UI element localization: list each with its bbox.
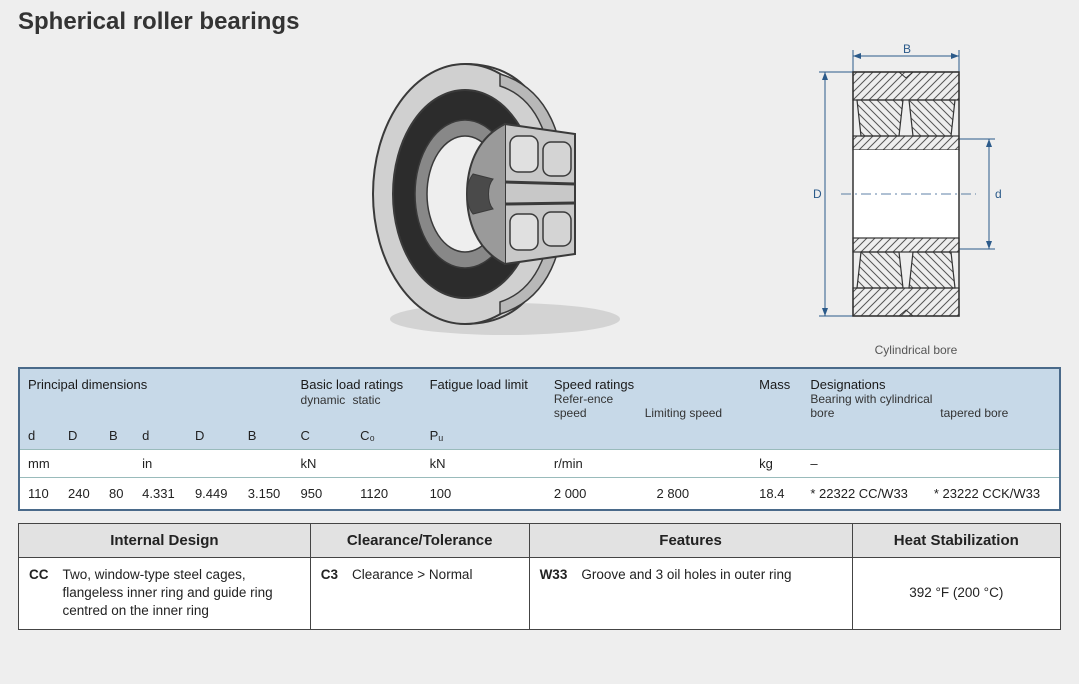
data-row: 110 240 80 4.331 9.449 3.150 950 1120 10… [19,478,1060,511]
col-B-mm: B [101,424,134,450]
cell-B-mm: 80 [101,478,134,511]
hdr-mass: Mass [751,368,802,424]
dim-d-label: d [995,187,1002,201]
col-d-mm: d [19,424,60,450]
col-D-mm: D [60,424,101,450]
hdr-fatigue: Fatigue load limit [422,368,546,424]
cell-d-in: 4.331 [134,478,187,511]
cell-mass: 18.4 [751,478,802,511]
col-C: C [293,424,353,450]
cell-d-mm: 110 [19,478,60,511]
dim-D-label: D [813,187,822,201]
feat-cell-internal: CC Two, window-type steel cages, flangel… [19,558,311,630]
diagram-caption: Cylindrical bore [771,343,1061,357]
cell-C: 950 [293,478,353,511]
col-d-in: d [134,424,187,450]
col-Pu: Pᵤ [422,424,546,450]
cell-D-mm: 240 [60,478,101,511]
bearing-render [335,44,655,344]
cell-D-in: 9.449 [187,478,240,511]
feat-hdr-features: Features [529,524,852,558]
dim-b-label: B [903,44,911,56]
hero-row: B D d [18,44,1061,357]
features-table: Internal Design Clearance/Tolerance Feat… [18,523,1061,630]
cell-B-in: 3.150 [240,478,293,511]
hdr-speed: Speed ratings Refer-ence speedLimiting s… [546,368,751,424]
feat-hdr-clearance: Clearance/Tolerance [310,524,529,558]
feat-cell-features: W33 Groove and 3 oil holes in outer ring [529,558,852,630]
units-row: mm in kN kN r/min kg – [19,450,1060,478]
cell-desig-cyl: * 22322 CC/W33 [802,478,926,511]
technical-drawing: B D d [781,44,1051,334]
feat-cell-clearance: C3 Clearance > Normal [310,558,529,630]
feat-hdr-internal: Internal Design [19,524,311,558]
feat-hdr-heat: Heat Stabilization [852,524,1060,558]
cell-C0: 1120 [352,478,421,511]
col-D-in: D [187,424,240,450]
hdr-principal: Principal dimensions [19,368,293,424]
page-title: Spherical roller bearings [18,8,1061,36]
specs-table: Principal dimensions Basic load ratings … [18,367,1061,511]
hdr-basic-load: Basic load ratings dynamic static [293,368,422,424]
feat-cell-heat: 392 °F (200 °C) [852,558,1060,630]
cell-lim-speed: 2 800 [649,478,752,511]
cell-ref-speed: 2 000 [546,478,649,511]
col-C0: C₀ [352,424,421,450]
hdr-designations: Designations Bearing with cylindrical bo… [802,368,1060,424]
cell-desig-tap: * 23222 CCK/W33 [926,478,1060,511]
cell-Pu: 100 [422,478,546,511]
col-B-in: B [240,424,293,450]
